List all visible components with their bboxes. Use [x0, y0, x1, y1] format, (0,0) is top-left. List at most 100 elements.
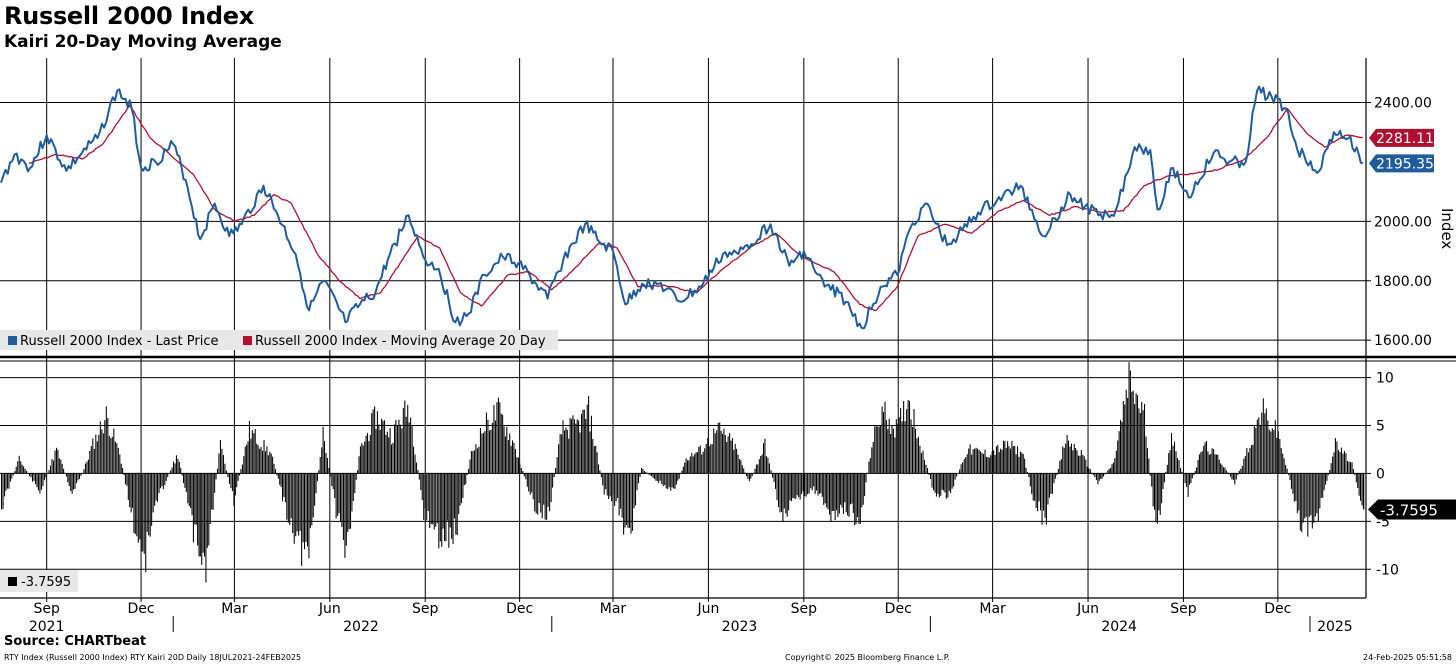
kairi-bar: [1238, 470, 1240, 474]
kairi-bar: [1227, 472, 1229, 474]
kairi-bar: [1094, 473, 1096, 478]
kairi-bar: [316, 473, 318, 482]
kairi-bar: [36, 473, 38, 488]
kairi-bar: [391, 444, 393, 474]
kairi-bar: [130, 473, 132, 513]
kairi-bar: [894, 437, 896, 474]
kairi-bar: [609, 473, 611, 497]
kairi-bar: [411, 426, 413, 474]
kairi-bar: [42, 473, 44, 487]
price-ytick-label: 2400.00: [1374, 96, 1432, 112]
kairi-bar: [199, 473, 201, 557]
kairi-bar: [877, 426, 879, 474]
kairi-bar: [1108, 469, 1110, 474]
kairi-bar: [79, 473, 81, 479]
kairi-bar: [1172, 445, 1174, 474]
kairi-bar: [57, 449, 59, 474]
kairi-bar: [788, 473, 790, 511]
kairi-bar: [922, 450, 924, 474]
kairi-bar: [253, 433, 255, 474]
kairi-bar: [659, 473, 661, 481]
kairi-bar: [105, 406, 107, 474]
kairi-bar: [1244, 456, 1246, 474]
price-ytick-label: 1600.00: [1374, 333, 1432, 349]
kairi-bar: [585, 419, 587, 474]
month-tick-label: Sep: [33, 601, 60, 617]
kairi-bar: [586, 404, 588, 474]
kairi-bar: [841, 473, 843, 508]
kairi-bar: [1204, 442, 1206, 474]
kairi-bar: [15, 466, 17, 474]
kairi-bar: [178, 461, 180, 474]
kairi-bar: [1296, 473, 1298, 514]
kairi-bar: [1276, 437, 1278, 474]
kairi-bar: [1151, 473, 1153, 487]
kairi-bar: [775, 473, 777, 489]
kairi-bar: [264, 451, 266, 474]
kairi-bar: [941, 473, 943, 490]
kairi-bar: [1118, 431, 1120, 474]
svg-text:2281.11: 2281.11: [1376, 131, 1434, 147]
kairi-bar: [246, 444, 248, 474]
kairi-bar: [1285, 465, 1287, 474]
kairi-bar: [716, 430, 718, 474]
kairi-bar: [1298, 473, 1300, 511]
kairi-bar: [1159, 473, 1161, 515]
kairi-bar: [1230, 473, 1232, 477]
kairi-bar: [744, 472, 746, 474]
kairi-bar: [667, 473, 669, 490]
kairi-bar: [525, 473, 527, 480]
kairi-bar: [1070, 443, 1072, 474]
kairi-bar: [772, 473, 774, 478]
kairi-bar: [1137, 395, 1139, 474]
kairi-bar: [854, 473, 856, 526]
kairi-bar: [858, 473, 860, 524]
kairi-bar: [430, 473, 432, 525]
kairi-bar: [688, 460, 690, 474]
month-tick-label: Mar: [600, 601, 627, 617]
kairi-bar: [29, 473, 31, 477]
kairi-bar: [1131, 391, 1133, 474]
kairi-bar: [1206, 441, 1208, 474]
kairi-bar: [340, 473, 342, 523]
kairi-bar: [670, 473, 672, 491]
kairi-bar: [1336, 441, 1338, 474]
kairi-bar: [1001, 449, 1003, 474]
kairi-bar: [173, 461, 175, 474]
kairi-bar: [754, 468, 756, 474]
kairi-bar: [727, 436, 729, 474]
kairi-bar: [1246, 448, 1248, 474]
kairi-bar: [799, 473, 801, 500]
kairi-bar: [861, 473, 863, 508]
kairi-bar: [208, 473, 210, 546]
kairi-bar: [1008, 446, 1010, 474]
kairi-ytick-label: 10: [1376, 371, 1394, 387]
kairi-bar: [11, 473, 13, 479]
kairi-bar: [805, 473, 807, 497]
kairi-bar: [446, 473, 448, 521]
kairi-bar: [1282, 453, 1284, 474]
kairi-bar: [758, 459, 760, 474]
kairi-bar: [432, 473, 434, 525]
kairi-bar: [1259, 425, 1261, 474]
kairi-bar: [1165, 471, 1167, 474]
kairi-bar: [1360, 473, 1362, 501]
ma20-line: [28, 104, 1364, 312]
kairi-bar: [1252, 444, 1254, 474]
kairi-bar: [1024, 458, 1026, 474]
kairi-bar: [401, 428, 403, 474]
chart-svg: Sep Dec Mar Jun Sep Dec Mar Jun Sep Dec Mar Jun Sep D…: [0, 58, 1456, 632]
kairi-bar: [678, 473, 680, 479]
kairi-bar: [927, 468, 929, 474]
kairi-bar: [1292, 473, 1294, 494]
kairi-bar: [1089, 469, 1091, 474]
kairi-bar: [804, 473, 806, 497]
kairi-bar: [937, 473, 939, 494]
kairi-bar: [802, 473, 804, 492]
kairi-bar: [931, 473, 933, 488]
kairi-bar: [248, 421, 250, 474]
kairi-bar: [983, 454, 985, 474]
kairi-bar: [201, 473, 203, 565]
kairi-bar: [293, 473, 295, 544]
kairi-bar: [582, 409, 584, 474]
